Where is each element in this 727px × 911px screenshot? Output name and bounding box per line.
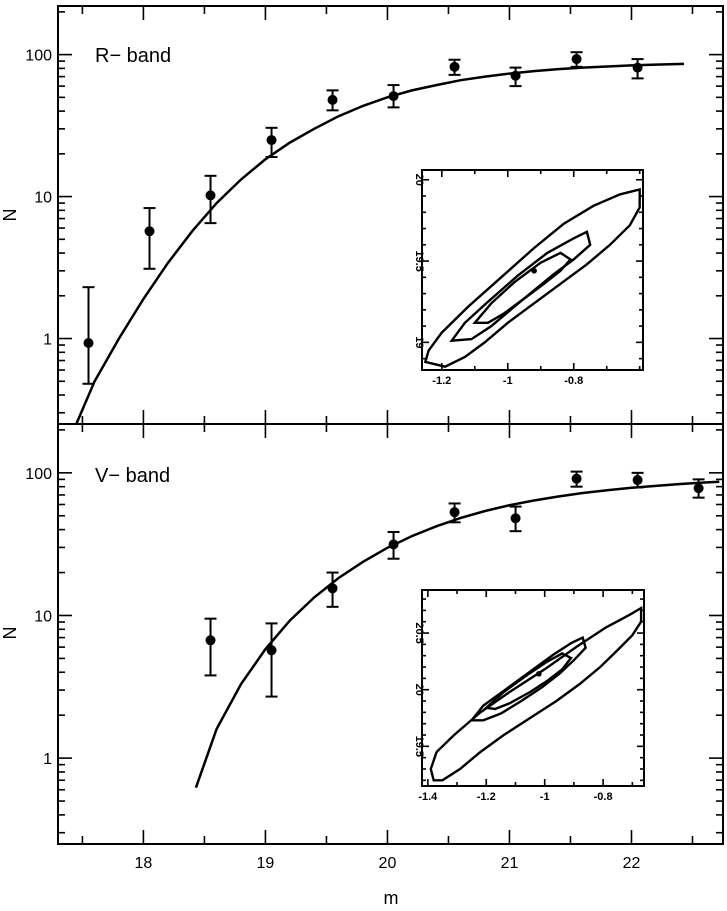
- y-tick-label: 100: [25, 48, 52, 65]
- inset-y-tick-label: 20.5: [413, 622, 425, 643]
- data-point: [266, 645, 277, 656]
- top-band-label: R− band: [95, 45, 171, 67]
- x-tick-label: 22: [623, 855, 641, 872]
- top-inset-frame: [421, 169, 644, 371]
- y-tick-label: 100: [25, 466, 52, 483]
- data-point: [388, 539, 399, 550]
- x-tick-label: 19: [257, 855, 275, 872]
- data-point: [510, 70, 521, 81]
- x-tick-label: 18: [135, 855, 153, 872]
- x-tick-label: 20: [379, 855, 397, 872]
- data-point: [327, 583, 338, 594]
- confidence-contour-1: [429, 606, 643, 782]
- inset-x-tick-label: -1.4: [418, 791, 438, 803]
- inset-x-tick-label: -1.2: [432, 375, 451, 387]
- confidence-contour-1: [423, 187, 641, 368]
- inset-y-tick-label: 20: [413, 684, 425, 696]
- confidence-contour-3: [483, 652, 573, 711]
- bottom-band-label: V− band: [95, 465, 170, 487]
- top-y-axis-label: N: [0, 209, 20, 222]
- y-tick-label: 1: [43, 751, 52, 768]
- data-point: [571, 473, 582, 484]
- top-inset-axes: -1.2 -1 -0.8 19 19.5 20: [413, 170, 643, 387]
- top-y-axis: 1 10 100: [25, 11, 723, 414]
- data-point: [205, 190, 216, 201]
- confidence-contour-3: [472, 251, 573, 324]
- y-tick-label: 10: [34, 608, 52, 625]
- inset-y-tick-label: 20: [413, 174, 425, 186]
- inset-x-tick-label: -0.8: [594, 791, 613, 803]
- inset-y-tick-label: 19: [413, 336, 425, 348]
- x-tick-label: 21: [501, 855, 519, 872]
- y-tick-label: 10: [34, 190, 52, 207]
- data-point: [205, 635, 216, 646]
- bottom-data-points: [204, 470, 705, 698]
- top-x-ticks: [81, 6, 694, 424]
- y-tick-label: 1: [43, 332, 52, 349]
- bottom-inset-contours: [429, 606, 643, 782]
- top-plot-frame: [57, 5, 724, 425]
- bottom-y-axis: 1 10 100: [25, 429, 723, 834]
- bottom-plot-frame: [57, 423, 724, 845]
- data-point: [449, 61, 460, 72]
- inset-x-tick-label: -0.8: [564, 375, 583, 387]
- inset-y-tick-label: 19.5: [413, 250, 425, 271]
- data-point: [144, 226, 155, 237]
- data-point: [449, 507, 460, 518]
- bottom-y-axis-label: N: [0, 627, 20, 640]
- top-panel: 1 10 100 R− band N -1.2 -1 -0.8 19 19.5 20: [0, 5, 724, 425]
- data-point: [571, 54, 582, 65]
- data-point: [693, 483, 704, 494]
- inset-x-tick-label: -1: [503, 375, 513, 387]
- bottom-inset-best-fit-point: [536, 671, 542, 677]
- data-point: [632, 62, 643, 73]
- data-point: [632, 475, 643, 486]
- x-axis-label: m: [384, 888, 399, 908]
- inset-x-tick-label: -1: [540, 791, 550, 803]
- data-point: [327, 94, 338, 105]
- confidence-contour-2: [449, 230, 592, 343]
- bottom-x-axis: 18 19 20 21 22: [81, 424, 694, 872]
- top-fit-curve: [75, 62, 685, 425]
- top-inset-best-fit-point: [531, 268, 537, 274]
- bottom-inset: -1.4 -1.2 -1 -0.8 19.5 20 20.5: [413, 589, 645, 803]
- data-point: [510, 513, 521, 524]
- data-point: [83, 338, 94, 349]
- data-point: [388, 91, 399, 102]
- bottom-fit-curve: [194, 480, 720, 789]
- data-point: [266, 135, 277, 146]
- inset-x-tick-label: -1.2: [477, 791, 496, 803]
- top-data-points: [82, 51, 644, 385]
- inset-y-tick-label: 19.5: [413, 736, 425, 757]
- top-inset: -1.2 -1 -0.8 19 19.5 20: [413, 169, 644, 387]
- bottom-inset-axes: -1.4 -1.2 -1 -0.8 19.5 20 20.5: [413, 590, 644, 803]
- top-inset-contours: [423, 187, 641, 368]
- bottom-inset-frame: [421, 589, 645, 787]
